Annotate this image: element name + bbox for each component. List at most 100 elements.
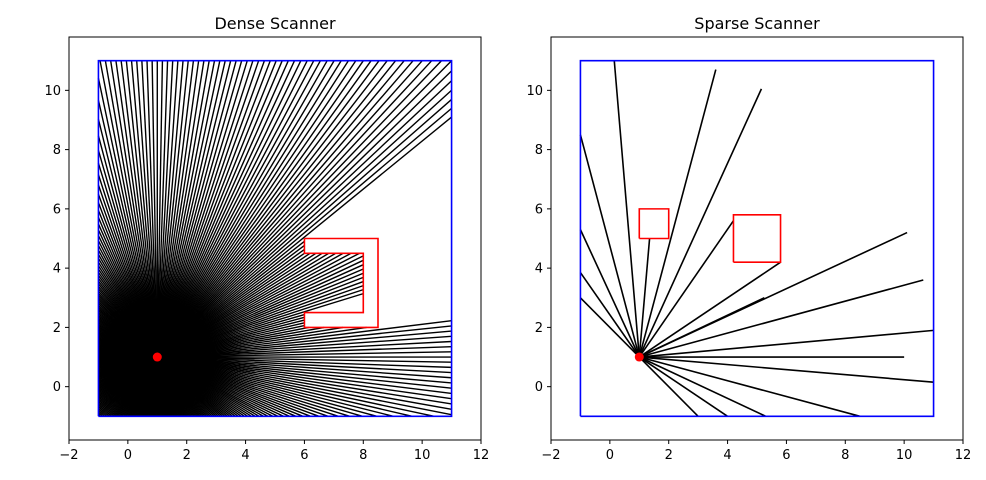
ray-line bbox=[157, 356, 452, 405]
y-tick-label: 4 bbox=[53, 262, 61, 277]
ray-line bbox=[157, 356, 413, 417]
ray-line bbox=[156, 60, 302, 358]
ray-line bbox=[156, 60, 296, 358]
ray-line bbox=[157, 356, 452, 416]
ray-line bbox=[638, 261, 781, 358]
panel-1: Sparse Scanner −2 0 2 4 6 8 10 12 0 2 4 6 8 10 bbox=[526, 14, 971, 463]
ray-line bbox=[156, 60, 372, 358]
rays bbox=[579, 60, 934, 418]
ray-line bbox=[157, 356, 435, 417]
ray-line bbox=[130, 60, 158, 358]
ray-line bbox=[638, 220, 735, 358]
ray-line bbox=[579, 297, 640, 358]
ray-line bbox=[638, 356, 699, 417]
ray-line bbox=[156, 60, 169, 358]
ray-line bbox=[151, 60, 158, 358]
ray-line bbox=[157, 356, 452, 410]
x-tick-label: 6 bbox=[782, 448, 790, 463]
ray-line bbox=[99, 60, 158, 358]
ray-line bbox=[156, 60, 179, 358]
ray-line bbox=[156, 60, 423, 358]
ray-line bbox=[156, 60, 328, 358]
ray-line bbox=[157, 356, 452, 374]
ray-line bbox=[156, 98, 453, 358]
y-tick-label: 10 bbox=[526, 84, 543, 99]
ray-line bbox=[156, 60, 195, 358]
ray-line bbox=[141, 60, 158, 358]
ray-line bbox=[157, 356, 394, 417]
ray-line bbox=[157, 356, 452, 384]
y-tick-label: 2 bbox=[53, 321, 61, 336]
x-tick-label: −2 bbox=[59, 448, 78, 463]
y-tick-label: 6 bbox=[535, 202, 543, 217]
ray-line bbox=[156, 60, 364, 358]
ray-line bbox=[156, 107, 453, 358]
ray-line bbox=[638, 356, 729, 417]
ray-line bbox=[639, 329, 934, 358]
ray-line bbox=[156, 60, 277, 358]
x-tick-label: 4 bbox=[723, 448, 731, 463]
boundary-line bbox=[579, 59, 935, 418]
ray-line bbox=[104, 60, 158, 358]
x-tick-label: 10 bbox=[896, 448, 913, 463]
ray-line bbox=[579, 229, 641, 358]
ray-line bbox=[157, 351, 452, 358]
ray-line bbox=[156, 60, 335, 358]
ray-line bbox=[579, 272, 640, 358]
ray-line bbox=[136, 60, 158, 358]
ray-line bbox=[156, 60, 414, 358]
axes-frame bbox=[68, 36, 482, 441]
ray-line bbox=[638, 356, 767, 418]
ray-line bbox=[115, 60, 158, 358]
ray-line bbox=[156, 60, 226, 358]
ray-line bbox=[156, 60, 189, 358]
ray-line bbox=[157, 356, 452, 363]
x-tick-label: 0 bbox=[606, 448, 614, 463]
ray-line bbox=[156, 60, 405, 358]
obstacle-outline bbox=[732, 213, 782, 264]
ray-line bbox=[639, 279, 924, 358]
ray-line bbox=[639, 356, 934, 384]
ray-line bbox=[156, 60, 283, 358]
ray-line bbox=[156, 60, 397, 358]
y-tick-label: 0 bbox=[53, 380, 61, 395]
ray-line bbox=[156, 80, 453, 358]
obstacle-outline bbox=[303, 237, 379, 329]
obstacle-outline bbox=[638, 208, 670, 240]
x-tick-label: 2 bbox=[183, 448, 191, 463]
panel-0: Dense Scanner −2 0 2 4 6 8 10 12 0 2 4 6 8 10 bbox=[44, 14, 489, 463]
x-tick-label: 2 bbox=[665, 448, 673, 463]
ray-line bbox=[638, 88, 763, 358]
y-tick-label: 6 bbox=[53, 202, 61, 217]
ray-line bbox=[157, 356, 452, 389]
ray-line bbox=[157, 340, 452, 358]
ray-line bbox=[156, 60, 237, 358]
ray-line bbox=[156, 60, 232, 358]
ray-line bbox=[156, 116, 453, 358]
ray-line bbox=[97, 100, 158, 358]
ray-line bbox=[156, 60, 388, 358]
ray-line bbox=[157, 319, 452, 358]
axes-frame bbox=[550, 36, 964, 441]
boundary-line bbox=[97, 59, 453, 418]
ray-line bbox=[156, 60, 453, 358]
ray-line bbox=[156, 60, 271, 358]
x-tick-label: 12 bbox=[473, 448, 490, 463]
x-tick-label: 8 bbox=[359, 448, 367, 463]
ray-line bbox=[613, 60, 641, 358]
ray-line bbox=[156, 60, 174, 358]
ray-line bbox=[156, 60, 380, 358]
x-tick-label: 12 bbox=[955, 448, 972, 463]
ray-line bbox=[97, 78, 158, 358]
ray-line bbox=[157, 345, 452, 358]
y-tick-label: 0 bbox=[535, 380, 543, 395]
ray-line bbox=[156, 60, 349, 358]
ray-line bbox=[97, 119, 158, 358]
rays bbox=[97, 60, 453, 417]
x-tick-label: 8 bbox=[841, 448, 849, 463]
ray-line bbox=[156, 60, 216, 358]
ray-line bbox=[156, 60, 221, 358]
ray-line bbox=[156, 60, 442, 358]
ray-line bbox=[156, 60, 308, 358]
ray-line bbox=[638, 238, 651, 358]
